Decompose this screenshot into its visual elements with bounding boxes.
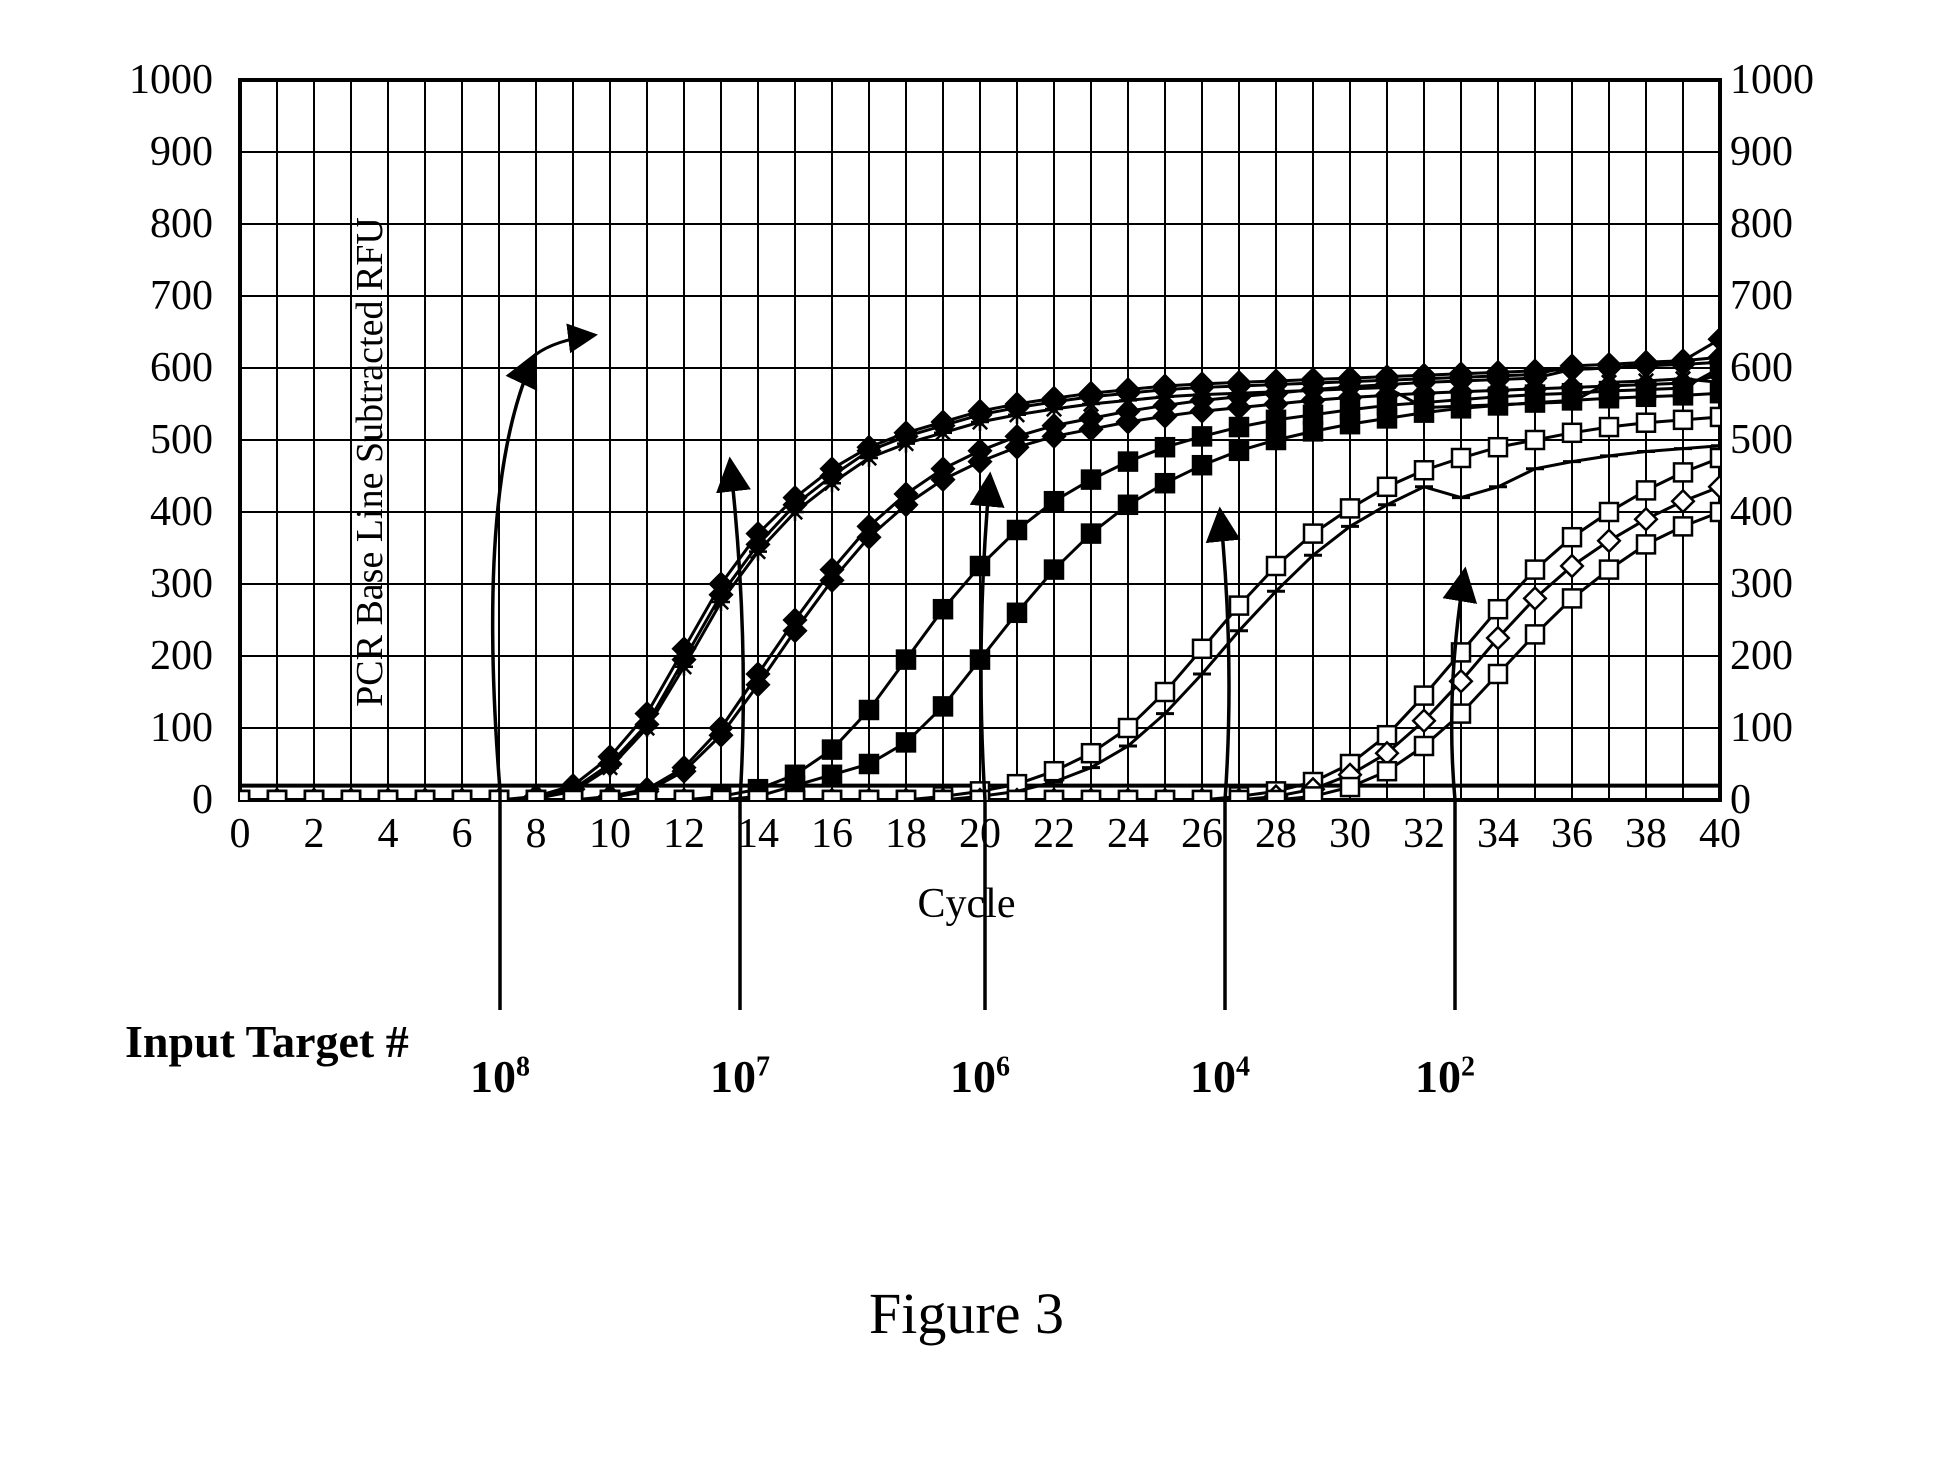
input-target-value: 106 [950,1050,1010,1103]
y-tick-label-left: 0 [192,776,213,824]
y-axis-label: PCR Base Line Subtracted RFU [348,217,392,707]
y-tick-label-left: 900 [150,128,213,176]
x-tick-label: 30 [1329,810,1371,858]
chart-container: PCR Base Line Subtracted RFU Cycle 02468… [100,50,1833,950]
figure-caption: Figure 3 [869,1280,1064,1347]
y-tick-label-left: 100 [150,704,213,752]
y-tick-label-left: 300 [150,560,213,608]
x-tick-label: 38 [1625,810,1667,858]
y-tick-label-right: 900 [1730,128,1793,176]
x-tick-label: 2 [304,810,325,858]
x-tick-label: 16 [811,810,853,858]
x-tick-label: 20 [959,810,1001,858]
x-tick-label: 6 [452,810,473,858]
x-tick-label: 32 [1403,810,1445,858]
y-tick-label-right: 500 [1730,416,1793,464]
x-tick-label: 24 [1107,810,1149,858]
x-tick-label: 36 [1551,810,1593,858]
y-tick-label-right: 100 [1730,704,1793,752]
y-tick-label-right: 200 [1730,632,1793,680]
x-tick-label: 34 [1477,810,1519,858]
y-tick-label-left: 200 [150,632,213,680]
y-tick-label-right: 700 [1730,272,1793,320]
x-tick-label: 14 [737,810,779,858]
y-tick-label-right: 300 [1730,560,1793,608]
x-tick-label: 4 [378,810,399,858]
y-tick-label-right: 1000 [1730,56,1814,104]
x-tick-label: 12 [663,810,705,858]
x-tick-label: 10 [589,810,631,858]
input-target-label: Input Target # [125,1015,409,1068]
x-tick-label: 8 [526,810,547,858]
y-tick-label-left: 1000 [129,56,213,104]
y-tick-label-left: 400 [150,488,213,536]
x-tick-label: 18 [885,810,927,858]
y-tick-label-right: 0 [1730,776,1751,824]
y-tick-label-left: 500 [150,416,213,464]
y-tick-label-right: 800 [1730,200,1793,248]
input-target-value: 102 [1415,1050,1475,1103]
y-tick-label-left: 600 [150,344,213,392]
page: PCR Base Line Subtracted RFU Cycle 02468… [0,0,1933,1475]
y-tick-label-right: 600 [1730,344,1793,392]
x-axis-label: Cycle [918,880,1016,928]
input-target-value: 107 [710,1050,770,1103]
input-target-value: 104 [1190,1050,1250,1103]
y-tick-label-left: 800 [150,200,213,248]
x-tick-label: 22 [1033,810,1075,858]
x-tick-label: 28 [1255,810,1297,858]
input-target-value: 108 [470,1050,530,1103]
x-tick-label: 0 [230,810,251,858]
y-tick-label-left: 700 [150,272,213,320]
x-tick-label: 26 [1181,810,1223,858]
y-tick-label-right: 400 [1730,488,1793,536]
